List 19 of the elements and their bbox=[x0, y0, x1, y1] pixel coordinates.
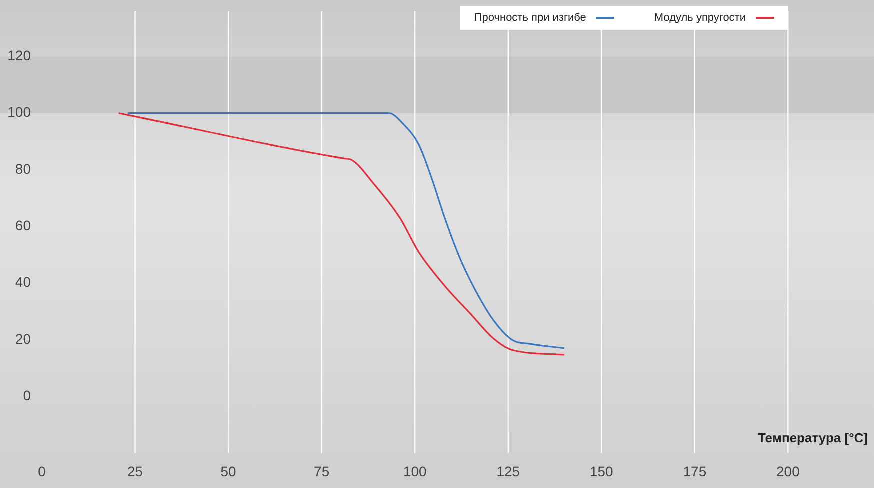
y-tick-label: 120 bbox=[8, 48, 32, 64]
y-tick-label: 20 bbox=[15, 330, 32, 347]
x-tick-label: 175 bbox=[683, 463, 707, 480]
x-axis-title: Температура [°C] bbox=[758, 430, 868, 446]
x-tick-label: 75 bbox=[314, 463, 330, 480]
y-tick-label: 0 bbox=[23, 387, 32, 404]
x-tick-label: 50 bbox=[220, 463, 237, 480]
y-tick-label: 80 bbox=[15, 160, 32, 177]
x-tick-label: 200 bbox=[776, 463, 800, 480]
y-tick-label: 100 bbox=[8, 104, 32, 120]
x-tick-label: 150 bbox=[590, 463, 614, 480]
y-tick-label: 60 bbox=[15, 217, 32, 234]
y-tick-label: 40 bbox=[15, 274, 32, 290]
x-tick-label: 125 bbox=[496, 463, 520, 480]
x-tick-label: 25 bbox=[127, 463, 144, 480]
legend-label: Прочность при изгибе bbox=[474, 12, 586, 24]
x-tick-label: 100 bbox=[403, 463, 427, 480]
legend-label: Модуль упругости bbox=[654, 12, 746, 24]
x-tick-label: 0 bbox=[38, 463, 46, 480]
